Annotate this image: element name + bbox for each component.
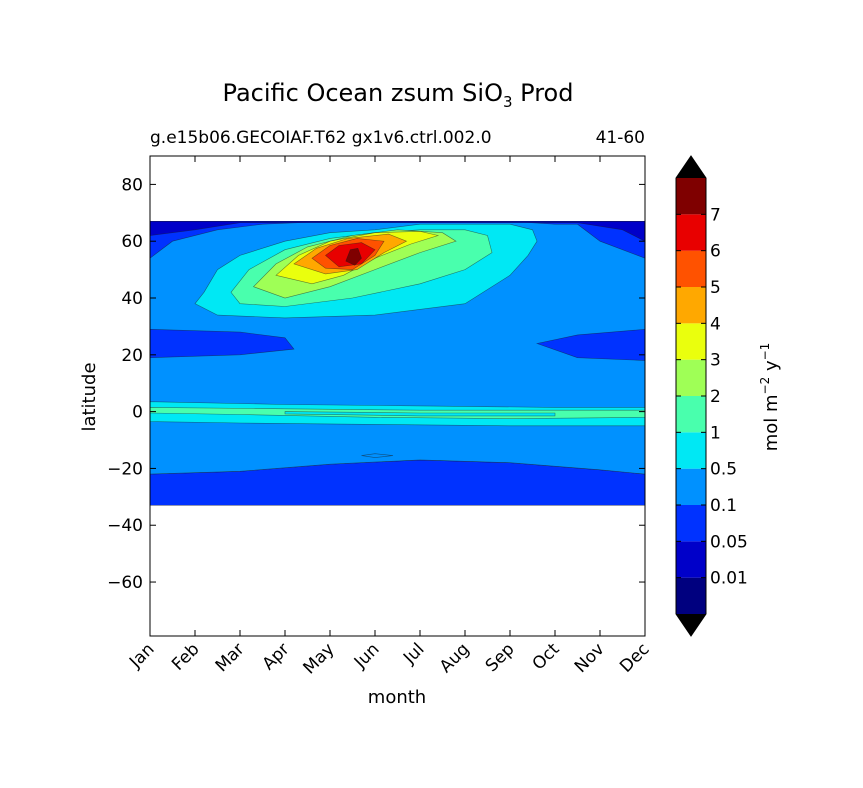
plot-area [149, 221, 646, 506]
colorbar-tick-label: 7 [710, 205, 721, 225]
x-tick-label: May [300, 639, 339, 678]
colorbar-segment [676, 359, 706, 396]
contour-band-17 [361, 453, 394, 458]
colorbar-segment [676, 432, 706, 469]
colorbar-tick-label: 6 [710, 242, 721, 262]
colorbar-tick-label: 0.5 [710, 460, 737, 480]
colorbar-segment [676, 178, 706, 215]
x-tick-label: Jul [399, 639, 428, 668]
colorbar-tick-label: 3 [710, 351, 721, 371]
contour-band-16 [284, 411, 556, 417]
x-tick-label: Apr [259, 639, 294, 674]
colorbar-segment [676, 214, 706, 251]
colorbar-tick-label: 0.05 [710, 532, 748, 552]
y-tick-label: 0 [132, 403, 143, 423]
colorbar-outline [675, 155, 707, 637]
y-tick-label: 60 [121, 232, 143, 252]
colorbar-label-mid: y [761, 360, 782, 377]
y-tick-label: −60 [107, 573, 143, 593]
y-tick-label: 20 [121, 346, 143, 366]
x-tick-label: Feb [168, 639, 203, 674]
chart-title-main: Pacific Ocean zsum SiO [223, 79, 503, 107]
x-tick-label: Jan [125, 639, 158, 672]
chart-title-subscript: 3 [503, 93, 513, 111]
y-tick-label: 40 [121, 289, 143, 309]
x-tick-label: Dec [616, 639, 653, 676]
colorbar-tick-label: 5 [710, 278, 721, 298]
colorbar-tick-label: 0.01 [710, 569, 748, 589]
colorbar-extend-top [676, 156, 706, 178]
colorbar-label: mol m−2 y−1 [758, 343, 782, 452]
colorbar-segment [676, 577, 706, 614]
colorbar-label-main: mol m [761, 394, 782, 451]
chart-subtitle-right: 41-60 [596, 128, 645, 148]
y-tick-label: −20 [107, 459, 143, 479]
chart-subtitle-left: g.e15b06.GECOIAF.T62 gx1v6.ctrl.002.0 [150, 128, 492, 148]
colorbar: 0.01 0.05 0.1 0.5 1 2 3 4 5 6 7 [675, 155, 748, 637]
colorbar-segment [676, 396, 706, 433]
colorbar-segment [676, 323, 706, 360]
chart-title: Pacific Ocean zsum SiO3 Prod [223, 79, 574, 111]
colorbar-segment [676, 468, 706, 505]
x-axis-label: month [368, 687, 426, 708]
colorbar-segment [676, 250, 706, 287]
chart-title-suffix: Prod [513, 79, 574, 107]
x-tick-label: Mar [212, 639, 249, 676]
x-tick-label: Aug [436, 639, 474, 677]
x-tick-label: Jun [350, 639, 384, 673]
colorbar-tick-label: 1 [710, 423, 721, 443]
colorbar-label-exp1: −2 [758, 377, 772, 395]
x-tick-label: Sep [482, 639, 519, 676]
y-tick-label: 80 [121, 175, 143, 195]
colorbar-segment [676, 541, 706, 578]
colorbar-extend-bottom [676, 614, 706, 636]
colorbar-tick-label: 4 [710, 314, 721, 334]
colorbar-tick-label: 2 [710, 387, 721, 407]
y-tick-label: −40 [107, 516, 143, 536]
y-axis-label: latitude [79, 362, 100, 431]
plot-frame [149, 155, 646, 637]
colorbar-segment [676, 287, 706, 324]
x-tick-label: Oct [529, 639, 564, 674]
contour-band-13 [345, 247, 362, 266]
x-tick-label: Nov [571, 639, 609, 677]
colorbar-label-exp2: −1 [758, 343, 772, 361]
colorbar-segment [676, 505, 706, 542]
colorbar-tick-label: 0.1 [710, 496, 737, 516]
